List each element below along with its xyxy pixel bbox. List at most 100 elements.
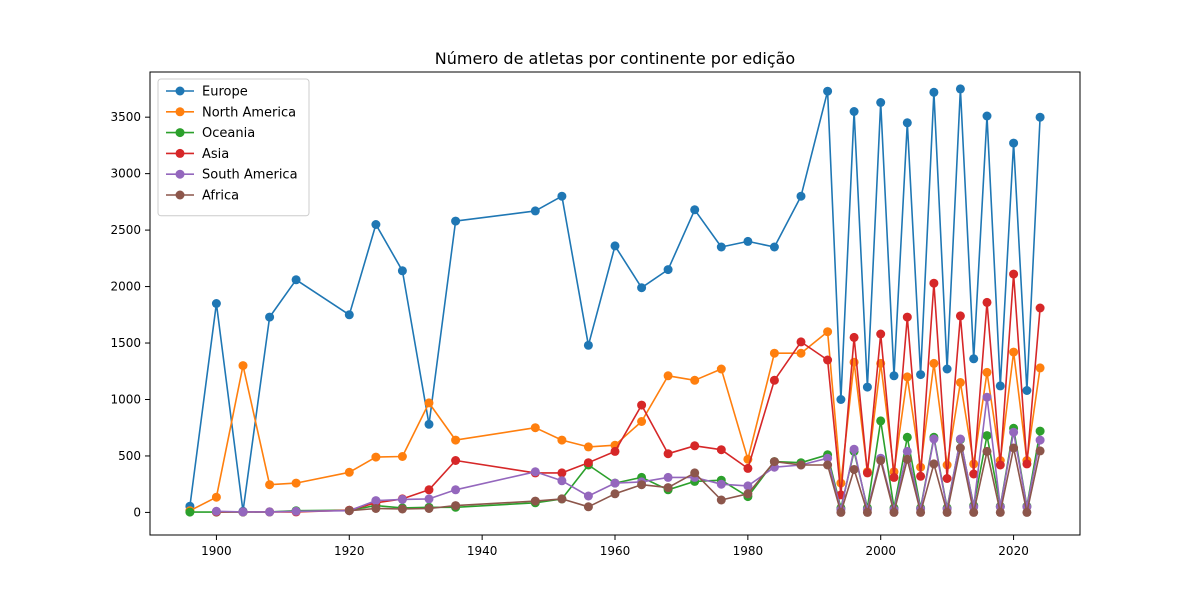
- data-point: [690, 441, 700, 451]
- legend-marker: [175, 148, 185, 158]
- data-point: [371, 220, 381, 229]
- data-point: [610, 489, 620, 499]
- data-point: [942, 460, 952, 470]
- legend-marker: [175, 169, 185, 179]
- data-point: [371, 452, 381, 462]
- data-point: [995, 381, 1005, 391]
- data-point: [823, 453, 833, 463]
- legend: Europe North America Oceania Asia South Amer…: [157, 78, 310, 217]
- data-point: [530, 423, 540, 433]
- legend-label: Africa: [202, 189, 239, 204]
- x-tick-label: 1940: [467, 544, 498, 558]
- data-point: [344, 310, 354, 320]
- legend-item: South America: [166, 168, 298, 183]
- data-point: [344, 506, 354, 516]
- data-point: [663, 472, 673, 482]
- data-point: [862, 382, 872, 392]
- data-point: [1035, 446, 1045, 456]
- data-point: [982, 446, 992, 456]
- data-point: [557, 494, 567, 504]
- data-point: [557, 191, 567, 201]
- data-point: [955, 434, 965, 444]
- series-europe: [185, 84, 1045, 516]
- data-point: [424, 494, 434, 504]
- data-point: [796, 460, 806, 470]
- data-point: [902, 118, 912, 128]
- data-point: [265, 480, 275, 490]
- data-point: [397, 504, 407, 514]
- data-point: [876, 98, 886, 107]
- legend-marker: [175, 128, 185, 138]
- data-point: [583, 442, 593, 452]
- data-point: [185, 507, 195, 517]
- data-point: [823, 86, 833, 96]
- legend-label: Asia: [202, 147, 229, 162]
- data-point: [610, 241, 620, 251]
- legend-item: Africa: [166, 189, 239, 204]
- legend-label: South America: [202, 168, 298, 183]
- legend-label: Europe: [202, 85, 248, 100]
- legend-box: [157, 78, 310, 217]
- data-point: [530, 467, 540, 477]
- x-tick-label: 2000: [865, 544, 896, 558]
- legend-marker: [175, 107, 185, 117]
- data-point: [557, 468, 567, 478]
- data-point: [690, 205, 700, 215]
- data-point: [743, 236, 753, 246]
- data-point: [637, 480, 647, 490]
- data-point: [291, 478, 301, 488]
- data-point: [969, 507, 979, 517]
- data-point: [451, 435, 461, 445]
- data-point: [916, 471, 926, 481]
- data-point: [530, 496, 540, 506]
- x-tick-label: 1920: [334, 544, 365, 558]
- data-point: [397, 452, 407, 461]
- data-point: [836, 395, 846, 404]
- data-point: [862, 468, 872, 478]
- x-tick-label: 2020: [998, 544, 1029, 558]
- data-point: [823, 327, 833, 337]
- data-point: [916, 507, 926, 517]
- data-point: [451, 456, 461, 465]
- x-tick-label: 1900: [201, 544, 232, 558]
- data-point: [397, 494, 407, 504]
- data-point: [902, 312, 912, 322]
- data-point: [557, 476, 567, 486]
- data-point: [823, 355, 833, 365]
- data-point: [451, 501, 461, 511]
- data-point: [929, 278, 939, 288]
- y-tick-label: 0: [133, 505, 141, 519]
- series-africa: [344, 443, 1045, 517]
- data-point: [796, 337, 806, 347]
- data-point: [955, 378, 965, 387]
- data-point: [637, 417, 647, 426]
- data-point: [982, 367, 992, 377]
- data-point: [889, 472, 899, 482]
- data-point: [583, 458, 593, 468]
- data-point: [530, 206, 540, 216]
- data-point: [889, 371, 899, 381]
- y-tick-label: 3000: [110, 167, 141, 181]
- data-point: [663, 265, 673, 275]
- data-point: [1035, 112, 1045, 122]
- data-point: [902, 372, 912, 382]
- data-point: [902, 446, 912, 456]
- data-point: [769, 457, 779, 467]
- data-point: [583, 502, 593, 512]
- data-point: [716, 445, 726, 455]
- data-point: [211, 506, 221, 516]
- data-point: [876, 416, 886, 426]
- data-point: [716, 495, 726, 505]
- x-tick-label: 1960: [600, 544, 631, 558]
- data-point: [849, 332, 859, 342]
- data-point: [769, 375, 779, 385]
- data-point: [637, 400, 647, 410]
- data-point: [610, 446, 620, 456]
- data-point: [836, 507, 846, 517]
- series-line: [189, 88, 1041, 513]
- data-point: [265, 312, 275, 322]
- data-point: [663, 371, 673, 381]
- legend-item: Oceania: [166, 126, 255, 141]
- y-tick-label: 2000: [110, 280, 141, 294]
- data-point: [929, 87, 939, 97]
